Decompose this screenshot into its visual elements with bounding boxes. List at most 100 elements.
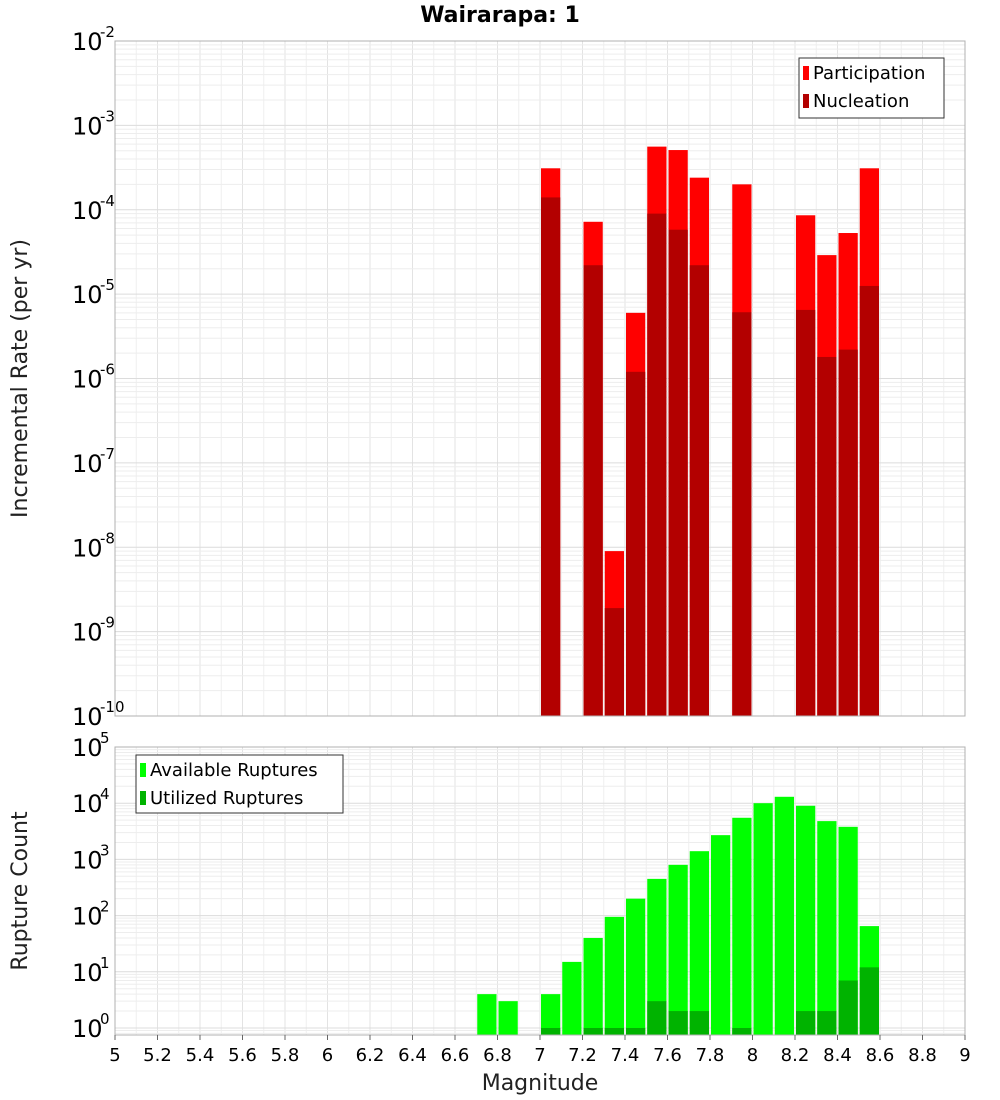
x-tick-label: 7.6 [653,1045,682,1066]
count-bar-secondary [689,1011,709,1035]
count-bar-secondary [732,1027,752,1035]
y-tick-label: 10 [72,450,103,478]
y-tick-exponent: -8 [100,529,115,547]
x-tick-label: 8.4 [823,1045,852,1066]
y-tick-exponent: -10 [100,698,125,716]
legend-label: Available Ruptures [150,760,318,781]
count-bar-primary [796,805,816,1035]
y-tick-label: 10 [72,790,103,818]
count-bar-primary [583,937,603,1035]
rate-bar-secondary [689,265,709,716]
x-tick-label: 6.4 [398,1045,427,1066]
y-tick-exponent: -4 [100,192,115,210]
x-tick-label: 5 [109,1045,120,1066]
x-tick-label: 7.8 [696,1045,725,1066]
x-tick-label: 6.2 [356,1045,385,1066]
legend-swatch [803,94,809,108]
y-tick-exponent: -2 [100,23,115,41]
count-bar-secondary [647,1001,667,1035]
count-bar-secondary [838,980,858,1035]
count-bar-primary [732,817,752,1035]
count-bar-secondary [626,1027,646,1035]
legend-swatch [140,791,146,805]
count-bar-primary [626,898,646,1035]
count-bar-secondary [541,1027,561,1035]
y-tick-exponent: 3 [100,841,110,859]
rate-bar-secondary [604,608,624,716]
y-tick-exponent: 4 [100,785,110,803]
rate-bar-secondary [838,349,858,716]
count-bar-primary [562,961,582,1035]
y-tick-label: 10 [72,734,103,762]
count-bar-secondary [796,1011,816,1035]
count-bar-secondary [583,1027,603,1035]
y-axis-label: Rupture Count [8,811,33,971]
rate-bar-secondary [626,371,646,716]
y-tick-exponent: 2 [100,898,110,916]
count-bar-primary [817,821,837,1035]
rate-bar-secondary [647,213,667,717]
y-tick-label: 10 [72,903,103,931]
legend-box [798,57,945,119]
y-tick-label: 10 [72,846,103,874]
count-bar-secondary [668,1011,688,1035]
count-bar-primary [711,835,731,1035]
count-bar-primary [668,864,688,1035]
count-bar-primary [753,803,773,1035]
y-tick-label: 10 [72,703,103,731]
count-bar-secondary [859,967,879,1035]
count-bar-secondary [604,1027,624,1035]
count-bar-secondary [817,1011,837,1035]
plot-border [114,40,966,717]
rate-bar-secondary [541,197,561,717]
rate-panel: 10-1010-910-810-710-610-510-410-310-2Inc… [8,23,966,731]
x-tick-label: 7 [534,1045,545,1066]
count-bar-primary [541,994,561,1035]
x-tick-label: 5.4 [186,1045,215,1066]
x-tick-label: 5.8 [271,1045,300,1066]
y-tick-exponent: -9 [100,614,115,632]
y-axis-label: Incremental Rate (per yr) [8,239,33,518]
y-tick-label: 10 [72,197,103,225]
legend-swatch [803,66,809,80]
y-tick-label: 10 [72,366,103,394]
x-tick-label: 8.6 [866,1045,895,1066]
legend-swatch [140,763,146,777]
x-tick-label: 5.2 [143,1045,172,1066]
legend-box [135,754,344,814]
x-tick-label: 6.6 [441,1045,470,1066]
y-tick-label: 10 [72,112,103,140]
y-tick-exponent: 0 [100,1010,110,1028]
y-tick-label: 10 [72,28,103,56]
x-tick-label: 6.8 [483,1045,512,1066]
count-bar-primary [604,916,624,1035]
y-tick-exponent: -7 [100,445,115,463]
x-tick-label: 9 [959,1045,970,1066]
rate-bar-secondary [817,356,837,716]
x-tick-label: 8.8 [908,1045,937,1066]
y-tick-label: 10 [72,1015,103,1043]
y-tick-exponent: -5 [100,276,115,294]
count-bar-primary [477,994,497,1035]
x-tick-label: 7.2 [568,1045,597,1066]
legend-label: Nucleation [813,91,909,112]
count-bar-primary [647,878,667,1035]
rate-bar-secondary [583,265,603,716]
y-tick-exponent: -3 [100,107,115,125]
rate-bar-secondary [796,309,816,716]
x-tick-label: 5.6 [228,1045,257,1066]
legend-label: Participation [813,63,925,84]
x-tick-label: 7.4 [611,1045,640,1066]
y-tick-label: 10 [72,281,103,309]
rate-bar-secondary [668,229,688,717]
legend-label: Utilized Ruptures [150,788,303,809]
y-tick-label: 10 [72,959,103,987]
y-tick-exponent: 5 [100,729,110,747]
rate-bar-secondary [732,312,752,716]
y-tick-exponent: 1 [100,954,110,972]
count-bar-primary [498,1001,518,1035]
chart-title: Wairarapa: 1 [420,3,580,28]
count-bar-primary [689,851,709,1035]
x-tick-label: 8.2 [781,1045,810,1066]
